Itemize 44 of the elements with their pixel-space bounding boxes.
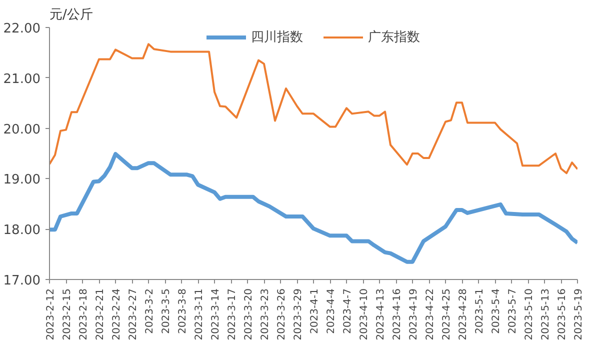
x-tick-label: 2023-5-13 [540,288,552,340]
line-series [50,152,578,264]
x-tick-label: 2023-2-15 [62,288,73,340]
y-tick-label: 21.00 [3,72,40,87]
legend-label: 四川指数 [251,29,303,46]
x-tick-label: 2023-3-11 [194,288,205,340]
x-tick-label: 2023-3-17 [227,288,238,340]
y-tick-label: 17.00 [3,274,40,288]
x-tick-label: 2023-5-7 [508,288,518,334]
y-tick-label: 18.00 [3,223,40,238]
x-tick-label: 2023-3-8 [178,288,188,334]
x-tick-label: 2023-4-4 [326,288,337,334]
x-tick-label: 2023-5-1 [474,288,486,334]
x-tick-label: 2023-2-12 [46,288,56,340]
x-tick-label: 2023-3-20 [244,288,254,340]
y-tick-label: 22.00 [3,22,40,36]
y-axis-title: 元/公斤 [50,8,93,22]
x-tick-label: 2023-3-5 [161,288,172,334]
x-tick-label: 2023-4-16 [392,288,403,340]
x-tick-label: 2023-2-21 [95,288,106,340]
x-tick-label: 2023-4-25 [442,288,452,340]
legend-label: 广东指数 [368,29,420,46]
y-tick-label: 19.00 [3,172,40,188]
line-series [50,43,578,174]
x-tick-label: 2023-2-27 [128,288,139,340]
x-tick-label: 2023-5-10 [524,288,535,340]
x-tick-label: 2023-3-23 [260,288,271,340]
x-tick-label: 2023-4-19 [408,288,420,340]
x-tick-label: 2023-4-28 [458,288,469,340]
x-tick-label: 2023-4-1 [310,288,320,334]
x-tick-label: 2023-3-14 [210,288,222,340]
x-tick-label: 2023-4-10 [359,288,370,340]
x-tick-label: 2023-5-19 [574,288,584,340]
x-tick-label: 2023-2-18 [78,288,90,340]
x-tick-label: 2023-5-16 [557,288,568,340]
x-tick-label: 2023-2-24 [112,288,122,340]
x-tick-label: 2023-4-13 [376,288,386,340]
x-tick-label: 2023-4-7 [342,288,354,334]
y-tick-label: 20.00 [3,122,40,138]
x-tick-label: 2023-4-22 [425,288,436,340]
x-tick-label: 2023-3-26 [276,288,288,340]
x-tick-label: 2023-3-29 [293,288,304,340]
x-tick-label: 2023-3-2 [144,288,156,334]
x-tick-label: 2023-5-4 [491,288,502,334]
